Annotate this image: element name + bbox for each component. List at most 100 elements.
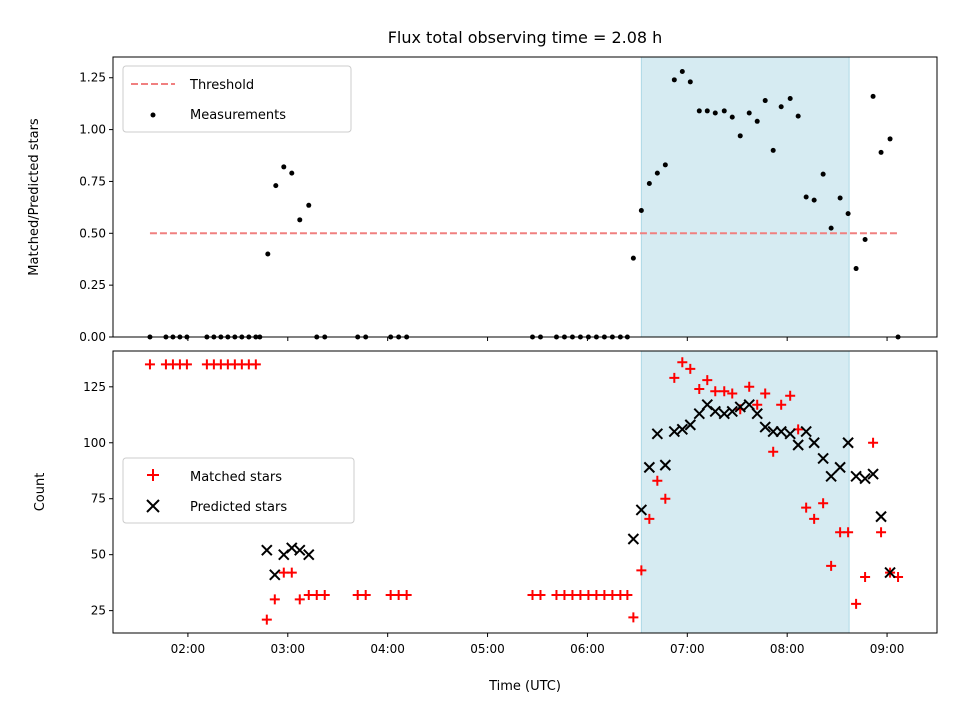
predicted-legend-label: Predicted stars: [190, 500, 287, 515]
predicted-star-point: [269, 569, 281, 581]
matched-star-point: [622, 589, 633, 600]
predicted-star-point: [303, 548, 315, 561]
predicted-star-points: [261, 399, 896, 581]
matched-star-point: [710, 386, 721, 397]
measurement-point: [729, 114, 735, 120]
measurement-point: [811, 197, 817, 203]
predicted-star-point: [859, 472, 871, 485]
measurement-point: [704, 108, 710, 114]
x-axis-label: Time (UTC): [488, 679, 561, 694]
measurement-point: [820, 171, 826, 177]
measurement-point: [273, 183, 279, 189]
bottom-y-axis-label: Count: [33, 473, 48, 512]
measurement-point: [662, 162, 668, 168]
matched-star-point: [250, 359, 261, 370]
matched-star-point: [752, 399, 763, 410]
measurement-point: [646, 181, 652, 187]
observing-span-bottom: [640, 350, 850, 634]
bottom-axis-ticks: 25 50 75 100 125 02:00 03:00 04:00 05:00 06:00 07:…: [83, 380, 904, 656]
matched-star-point: [876, 527, 887, 538]
matched-star-point: [826, 560, 837, 571]
predicted-star-point: [726, 405, 738, 418]
x-tick-label: 08:00: [770, 642, 805, 656]
y-tick-label: 125: [83, 380, 106, 394]
matched-star-point: [144, 359, 155, 370]
predicted-star-point: [842, 437, 854, 449]
measurement-point: [837, 195, 843, 201]
x-tick-label: 06:00: [570, 642, 605, 656]
predicted-legend-swatch: [146, 499, 160, 513]
matched-star-point: [286, 567, 297, 578]
x-tick-label: 03:00: [270, 642, 305, 656]
x-tick-label: 02:00: [171, 642, 206, 656]
bottom-legend-box: [122, 457, 355, 524]
predicted-star-point: [825, 470, 837, 483]
matched-star-point: [644, 513, 655, 524]
top-y-axis-label: Matched/Predicted stars: [27, 118, 42, 276]
measurement-point: [297, 217, 303, 223]
matched-star-point: [360, 589, 371, 600]
measurement-point: [754, 118, 760, 124]
matched-star-point: [535, 589, 546, 600]
matched-star-point: [843, 527, 854, 538]
predicted-star-point: [718, 407, 730, 420]
matched-star-point: [685, 363, 696, 374]
measurement-point: [870, 93, 876, 99]
measurement-point: [281, 164, 287, 170]
matched-star-point: [652, 475, 663, 486]
matched-star-point: [660, 493, 671, 504]
predicted-star-point: [817, 452, 829, 465]
measurement-point: [737, 133, 743, 139]
matched-star-point: [744, 381, 755, 392]
matched-star-point: [694, 384, 705, 395]
bottom-legend: Matched stars Predicted stars: [122, 457, 355, 524]
measurement-point: [630, 255, 636, 261]
predicted-star-point: [751, 407, 763, 420]
measurement-point: [746, 110, 752, 116]
matched-legend-label: Matched stars: [190, 470, 282, 485]
predicted-star-point: [850, 470, 862, 483]
predicted-star-point: [676, 423, 689, 436]
bottom-panel: 25 50 75 100 125 02:00 03:00 04:00 05:00 06:00 07:…: [33, 350, 938, 694]
predicted-star-point: [693, 407, 705, 420]
measurement-point: [712, 110, 718, 116]
matched-star-point: [261, 614, 272, 625]
x-tick-label: 05:00: [470, 642, 505, 656]
matched-star-point: [401, 589, 412, 600]
y-tick-label: 0.50: [79, 226, 106, 240]
predicted-star-point: [775, 425, 787, 438]
matched-star-point: [669, 372, 680, 383]
matched-star-point: [319, 589, 330, 600]
predicted-star-point: [684, 419, 697, 431]
y-tick-label: 50: [91, 548, 106, 562]
top-legend-box: [122, 65, 352, 133]
x-tick-label: 04:00: [370, 642, 405, 656]
bottom-axes-frame: [112, 350, 938, 634]
x-tick-label: 09:00: [870, 642, 905, 656]
matched-star-point: [702, 375, 713, 386]
measurement-point: [671, 77, 677, 83]
measurement-point: [803, 194, 809, 200]
measurements-legend-swatch: [150, 112, 156, 118]
predicted-star-point: [759, 421, 771, 433]
measurement-point: [845, 211, 851, 217]
matched-star-point: [801, 502, 812, 513]
x-tick-label: 07:00: [670, 642, 705, 656]
observing-span-top: [640, 56, 850, 338]
predicted-star-point: [286, 542, 298, 554]
matched-star-points: [144, 357, 904, 625]
matched-star-point: [294, 594, 305, 605]
measurement-point: [878, 149, 884, 155]
measurement-point: [787, 95, 793, 101]
matched-star-point: [719, 386, 730, 397]
y-tick-label: 75: [91, 492, 106, 506]
y-tick-label: 25: [91, 604, 106, 618]
matched-star-point: [809, 513, 820, 524]
matched-star-point: [628, 612, 639, 623]
predicted-star-point: [834, 461, 846, 474]
top-axis-ticks: 0.00 0.25 0.50 0.75 1.00 1.25: [79, 71, 888, 344]
measurement-point: [654, 170, 660, 176]
measurement-point: [853, 266, 859, 272]
measurement-point: [770, 147, 776, 153]
